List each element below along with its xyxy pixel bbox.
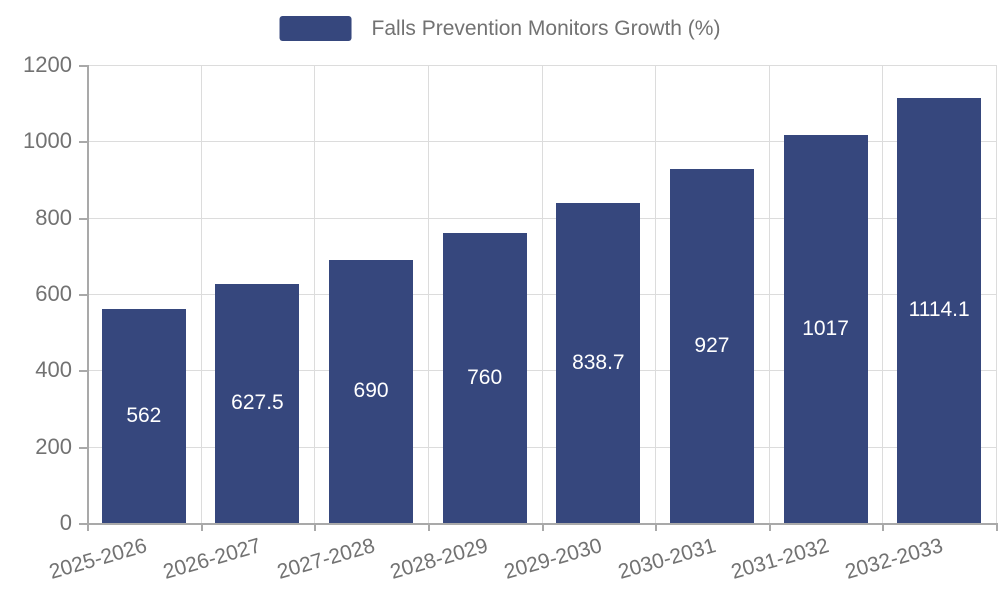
x-axis-tick xyxy=(655,523,657,531)
x-axis-label: 2025-2026 xyxy=(46,534,150,584)
y-axis-tick xyxy=(79,447,87,449)
y-axis-label: 200 xyxy=(35,434,72,459)
bar-value-label: 1114.1 xyxy=(908,298,970,322)
bar-2026-2027: 627.5 xyxy=(215,283,300,523)
x-axis-label: 2028-2029 xyxy=(387,534,491,584)
x-axis-label: 2032-2033 xyxy=(842,534,946,584)
bar-value-label: 627.5 xyxy=(231,391,284,415)
legend[interactable]: Falls Prevention Monitors Growth (%) xyxy=(279,16,721,41)
bar-value-label: 690 xyxy=(353,379,389,403)
bar-2028-2029: 760 xyxy=(442,232,527,523)
gridline-horizontal xyxy=(87,65,996,66)
y-axis-label: 1000 xyxy=(23,128,72,153)
legend-label: Falls Prevention Monitors Growth (%) xyxy=(371,16,721,40)
bar-value-label: 1017 xyxy=(802,316,849,340)
x-axis-tick xyxy=(87,523,89,531)
y-axis-tick xyxy=(79,294,87,296)
gridline-horizontal xyxy=(87,141,996,142)
y-axis-line xyxy=(87,65,89,523)
gridline-horizontal xyxy=(87,294,996,295)
gridline-vertical xyxy=(882,65,883,523)
gridline-vertical xyxy=(996,65,997,523)
y-axis-label: 0 xyxy=(59,510,72,535)
x-axis-tick xyxy=(542,523,544,531)
bar-2025-2026: 562 xyxy=(101,308,186,523)
gridline-horizontal xyxy=(87,218,996,219)
y-axis-tick xyxy=(79,141,87,143)
y-axis-tick xyxy=(79,370,87,372)
x-axis-tick xyxy=(314,523,316,531)
gridline-vertical xyxy=(201,65,202,523)
x-axis-tick xyxy=(428,523,430,531)
y-axis-tick xyxy=(79,523,87,525)
x-axis-line xyxy=(87,523,998,525)
x-axis-label: 2027-2028 xyxy=(274,534,378,584)
x-axis-label: 2031-2032 xyxy=(728,534,832,584)
legend-swatch xyxy=(279,16,352,41)
gridline-vertical xyxy=(655,65,656,523)
gridline-horizontal xyxy=(87,370,996,371)
y-axis-label: 400 xyxy=(35,357,72,382)
bar-value-label: 927 xyxy=(694,334,730,358)
bar-value-label: 838.7 xyxy=(572,350,625,374)
y-axis-tick xyxy=(79,65,87,67)
gridline-vertical xyxy=(769,65,770,523)
gridline-vertical xyxy=(314,65,315,523)
bar-value-label: 760 xyxy=(467,365,503,389)
x-axis-label: 2030-2031 xyxy=(615,534,719,584)
y-axis-label: 1200 xyxy=(23,52,72,77)
y-axis-label: 600 xyxy=(35,281,72,306)
x-axis-label: 2029-2030 xyxy=(501,534,605,584)
x-axis-tick xyxy=(882,523,884,531)
x-axis-label: 2026-2027 xyxy=(160,534,264,584)
y-axis-label: 800 xyxy=(35,205,72,230)
gridline-vertical xyxy=(428,65,429,523)
x-axis-tick xyxy=(769,523,771,531)
x-axis-tick xyxy=(201,523,203,531)
bar-2027-2028: 690 xyxy=(329,259,414,523)
y-axis-tick xyxy=(79,218,87,220)
bar-value-label: 562 xyxy=(126,403,162,427)
bar-2031-2032: 1017 xyxy=(783,134,868,523)
bar-2029-2030: 838.7 xyxy=(556,202,641,523)
bar-2030-2031: 927 xyxy=(669,169,754,523)
x-axis-tick xyxy=(996,523,998,531)
gridline-horizontal xyxy=(87,447,996,448)
bar-2032-2033: 1114.1 xyxy=(897,97,982,523)
gridline-vertical xyxy=(542,65,543,523)
